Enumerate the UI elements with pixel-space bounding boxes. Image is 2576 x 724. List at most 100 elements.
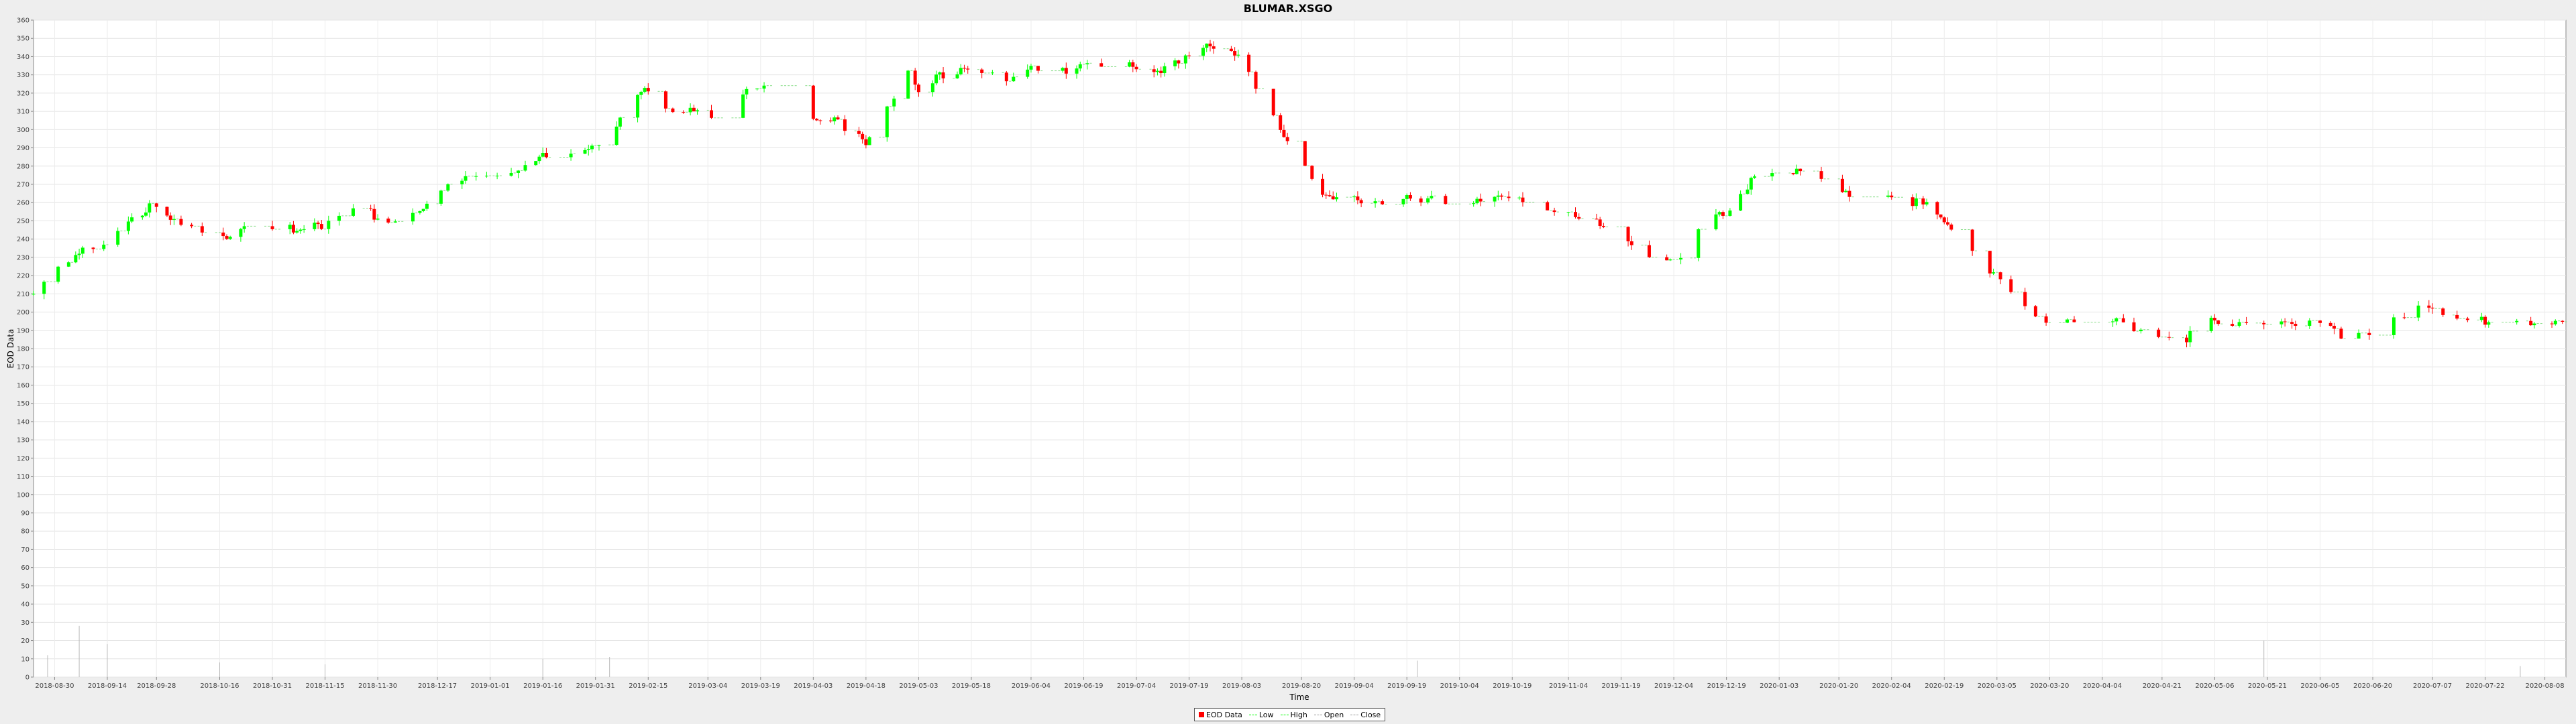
candle	[1873, 196, 1875, 197]
candle	[594, 145, 596, 146]
legend-label-high: High	[1291, 711, 1307, 719]
candle	[1553, 210, 1556, 212]
y-tick-label: 290	[17, 145, 30, 152]
candle	[1227, 48, 1229, 49]
candle	[2392, 317, 2396, 335]
candle	[864, 139, 867, 145]
candle	[1135, 67, 1138, 70]
x-tick-label: 2020-03-05	[1978, 682, 2017, 690]
candle	[2188, 331, 2192, 343]
x-tick-label: 2019-05-03	[899, 682, 938, 690]
candle	[2537, 323, 2539, 324]
candle	[169, 215, 172, 219]
candle	[689, 108, 692, 113]
candle	[179, 219, 182, 225]
candle	[1961, 229, 1963, 230]
candle	[1504, 196, 1506, 197]
candle	[1718, 212, 1721, 215]
candle	[2441, 308, 2445, 315]
candle	[1371, 203, 1373, 204]
candle	[172, 219, 176, 220]
candle	[619, 117, 622, 126]
candle	[313, 223, 316, 229]
candle	[906, 70, 910, 99]
legend-item-close: Close	[1350, 711, 1381, 719]
candle	[67, 262, 70, 266]
candle	[1111, 66, 1113, 67]
candle	[2111, 321, 2114, 322]
candle	[696, 110, 699, 111]
x-tick-label: 2019-04-18	[847, 682, 885, 690]
candle	[1108, 66, 1110, 67]
candle	[1493, 197, 1497, 202]
candle	[633, 117, 635, 118]
candle	[664, 91, 667, 109]
x-tick-label: 2020-05-06	[2195, 682, 2234, 690]
candle	[2122, 318, 2125, 322]
candle	[671, 109, 674, 112]
candle	[1405, 195, 1409, 199]
candle	[890, 106, 892, 107]
candle	[1079, 64, 1082, 68]
candle	[1939, 215, 1943, 217]
candle	[221, 233, 225, 236]
x-tick-label: 2018-11-30	[358, 682, 397, 690]
candle	[1630, 241, 1633, 245]
candle	[443, 190, 445, 191]
x-tick-label: 2018-12-17	[418, 682, 457, 690]
candle	[127, 221, 130, 231]
candle	[250, 226, 252, 227]
candle	[1258, 88, 1260, 89]
legend: EOD Data Low High Open Close	[1194, 708, 1385, 721]
candle	[2532, 324, 2536, 326]
candle	[2337, 328, 2339, 329]
candle	[1483, 201, 1485, 202]
y-tick-label: 190	[17, 327, 30, 335]
x-tick-label: 2019-05-18	[952, 682, 991, 690]
candle	[717, 117, 719, 118]
candle	[1401, 199, 1405, 204]
candle	[102, 245, 105, 249]
candle	[1817, 171, 1819, 172]
candle	[141, 216, 144, 218]
candle	[1029, 66, 1032, 70]
x-tick-label: 2019-08-03	[1222, 682, 1261, 690]
candle	[2259, 322, 2261, 323]
legend-item-low: Low	[1249, 711, 1274, 719]
candle	[394, 221, 397, 223]
legend-item-eod: EOD Data	[1199, 711, 1242, 719]
candle	[1988, 251, 1992, 274]
candle	[1500, 196, 1503, 197]
candle	[1648, 245, 1651, 257]
candle	[2196, 330, 2198, 331]
candle	[2065, 320, 2069, 323]
candle	[1099, 63, 1103, 66]
candle	[1690, 257, 1693, 258]
candle	[1149, 69, 1151, 70]
candle	[317, 223, 320, 224]
y-tick-label: 50	[21, 583, 30, 590]
candle	[2463, 318, 2465, 319]
candle	[1577, 217, 1580, 219]
candle	[1571, 212, 1573, 213]
candle	[1286, 137, 1289, 141]
candle	[437, 203, 439, 204]
candle	[268, 226, 270, 227]
candle	[1378, 201, 1380, 202]
candle	[219, 232, 221, 233]
candle	[337, 216, 341, 221]
candle	[2410, 317, 2412, 318]
candle	[1276, 115, 1278, 116]
candle	[369, 208, 372, 209]
candle	[1968, 229, 1970, 230]
candle	[1890, 196, 1893, 198]
candle	[2561, 321, 2564, 322]
candle	[439, 190, 443, 204]
candle	[81, 247, 85, 253]
candle	[1714, 215, 1717, 229]
candle	[152, 203, 154, 204]
candle	[2438, 308, 2440, 309]
candle	[1935, 202, 1939, 215]
y-tick-label: 100	[17, 491, 30, 499]
